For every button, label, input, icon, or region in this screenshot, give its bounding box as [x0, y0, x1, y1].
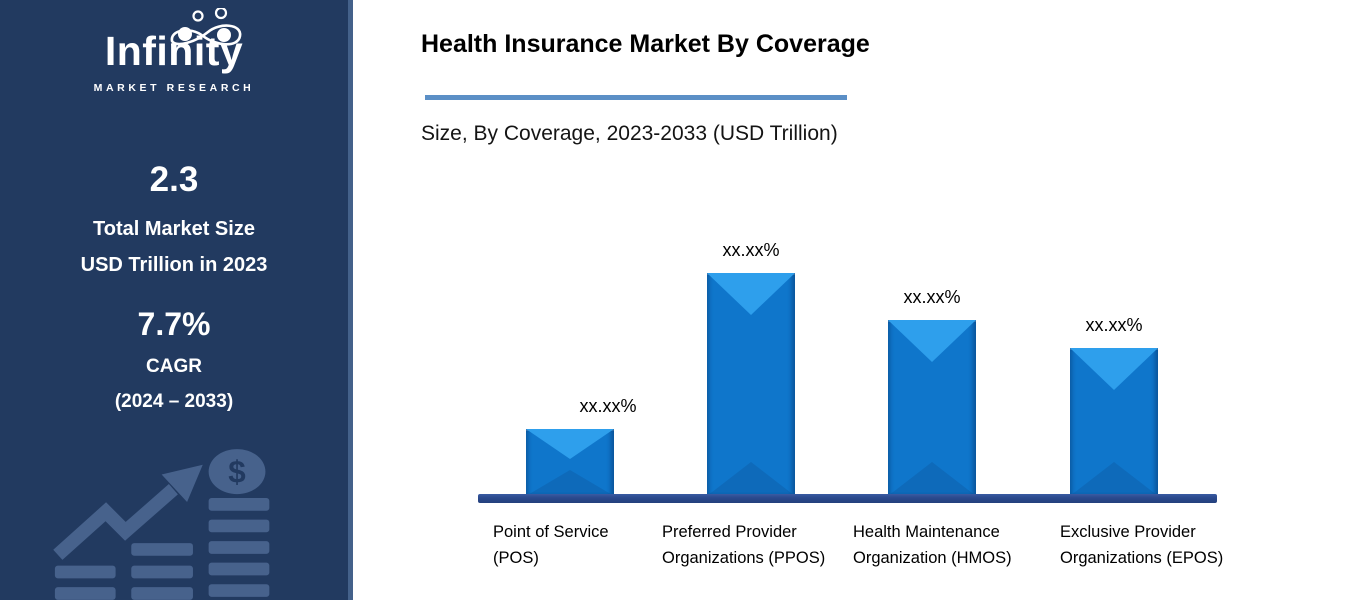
- cagr-period: (2024 – 2033): [114, 391, 234, 412]
- category-line: Organizations (EPOS): [1060, 549, 1224, 567]
- bar-group-pos: xx.xx%: [526, 396, 637, 496]
- market-size-label-line1: Total Market Size: [93, 218, 255, 240]
- category-label-hmos: Health Maintenance Organization (HMOS): [853, 519, 1012, 571]
- cagr-label: CAGR: [146, 356, 202, 377]
- chart-subtitle: Size, By Coverage, 2023-2033 (USD Trilli…: [421, 122, 838, 145]
- page-title: Health Insurance Market By Coverage: [421, 30, 870, 58]
- bar-group-ppos: xx.xx%: [707, 240, 795, 496]
- growth-chart-decoration-icon: $: [53, 449, 270, 600]
- bar-value-label: xx.xx%: [903, 287, 961, 307]
- svg-text:$: $: [228, 454, 245, 489]
- category-line: (POS): [493, 549, 539, 567]
- category-line: Health Maintenance: [853, 523, 1000, 541]
- category-line: Point of Service: [493, 523, 609, 541]
- category-line: Exclusive Provider: [1060, 523, 1196, 541]
- market-size-value: 2.3: [149, 160, 199, 199]
- bar-value-label: xx.xx%: [722, 240, 780, 260]
- category-line: Preferred Provider: [662, 523, 797, 541]
- category-label-pos: Point of Service (POS): [493, 519, 609, 571]
- bar-hmos: [888, 320, 976, 496]
- brand-name: Infinity: [104, 28, 244, 74]
- title-underline: [425, 95, 847, 100]
- category-line: Organization (HMOS): [853, 549, 1012, 567]
- bar-group-hmos: xx.xx%: [888, 287, 976, 496]
- sidebar: Infinity MARKET RESEARCH 2.3 Total Marke…: [0, 0, 353, 600]
- bar-group-epos: xx.xx%: [1070, 315, 1158, 496]
- bar-ppos: [707, 273, 795, 496]
- brand-tagline: MARKET RESEARCH: [93, 82, 255, 94]
- bar-value-label: xx.xx%: [1085, 315, 1143, 335]
- bar-value-label: xx.xx%: [579, 396, 637, 416]
- category-label-epos: Exclusive Provider Organizations (EPOS): [1060, 519, 1223, 571]
- category-label-ppos: Preferred Provider Organizations (PPOS): [662, 519, 825, 571]
- bar-pos: [526, 429, 614, 496]
- category-line: Organizations (PPOS): [662, 549, 826, 567]
- infinity-logo-icon: [170, 8, 242, 46]
- cagr-value: 7.7%: [137, 306, 211, 342]
- chart-baseline: [478, 494, 1217, 503]
- brand-logo: Infinity MARKET RESEARCH: [0, 0, 348, 110]
- market-size-label-line2: USD Trillion in 2023: [80, 254, 268, 276]
- bar-epos: [1070, 348, 1158, 496]
